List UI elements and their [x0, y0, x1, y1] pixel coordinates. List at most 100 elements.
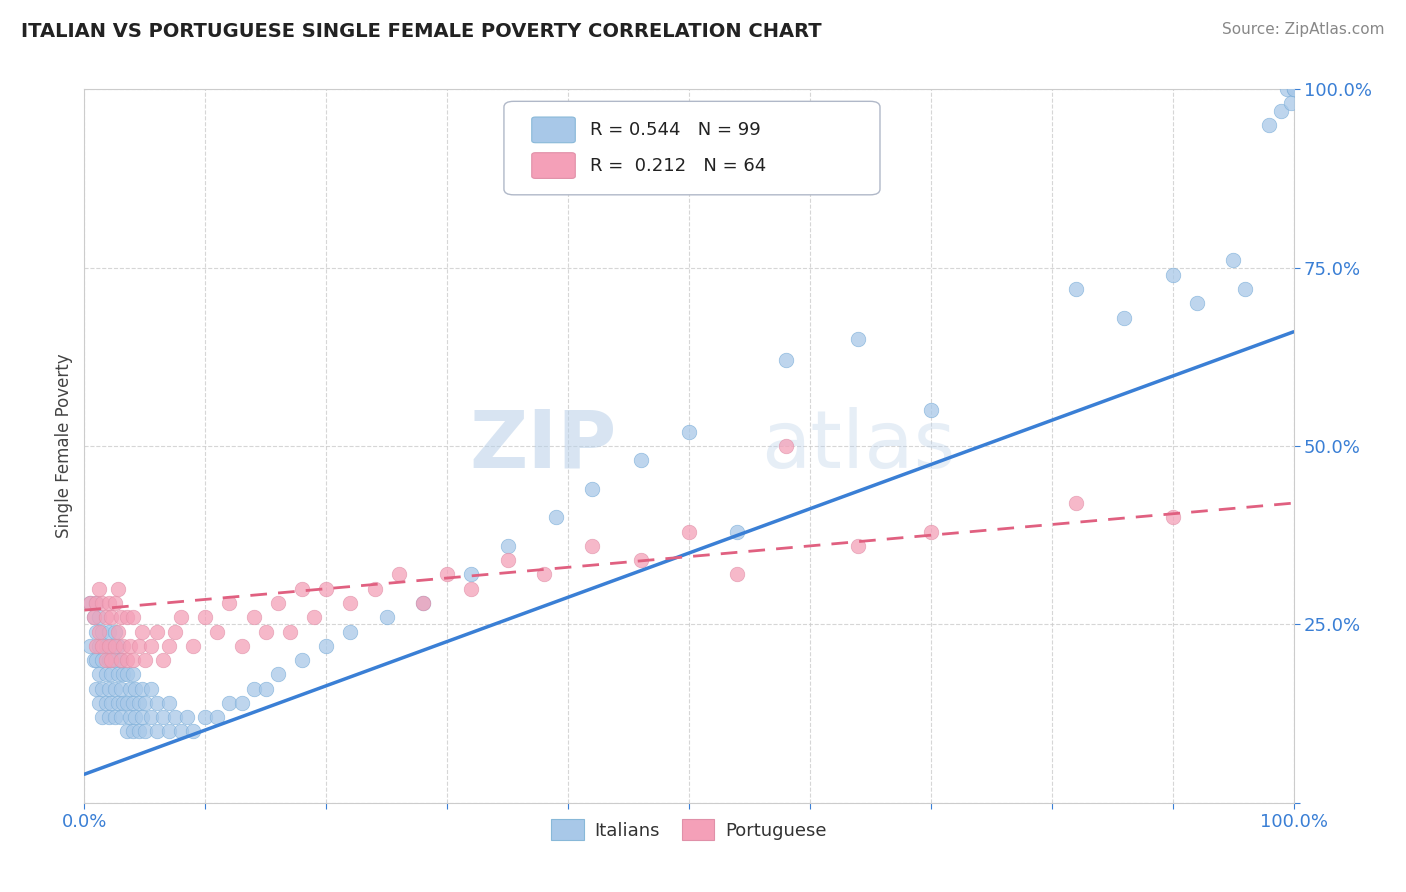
Point [91, 653, 114, 667]
Point [231, 696, 253, 710]
Point [104, 596, 127, 610]
Point [97, 710, 120, 724]
Point [194, 710, 217, 724]
Point [115, 610, 138, 624]
Point [630, 553, 652, 567]
Point [91, 681, 114, 696]
Point [87, 582, 110, 596]
Point [131, 710, 153, 724]
Point [107, 582, 129, 596]
Text: ITALIAN VS PORTUGUESE SINGLE FEMALE POVERTY CORRELATION CHART: ITALIAN VS PORTUGUESE SINGLE FEMALE POVE… [21, 22, 821, 41]
Point [846, 539, 869, 553]
Point [1234, 282, 1257, 296]
Point [120, 710, 142, 724]
Point [91, 639, 114, 653]
Point [120, 639, 142, 653]
Point [86, 639, 108, 653]
Point [115, 696, 138, 710]
Point [87, 624, 110, 639]
Point [134, 653, 156, 667]
Point [846, 332, 869, 346]
Point [1258, 118, 1281, 132]
Point [157, 696, 180, 710]
Point [107, 696, 129, 710]
Point [412, 596, 434, 610]
Point [115, 724, 138, 739]
Point [100, 696, 122, 710]
Point [291, 653, 314, 667]
Point [104, 653, 127, 667]
Point [1161, 510, 1184, 524]
Point [124, 681, 146, 696]
Point [115, 653, 138, 667]
Point [110, 653, 132, 667]
Point [388, 567, 411, 582]
Point [100, 667, 122, 681]
FancyBboxPatch shape [531, 117, 575, 143]
Point [83, 610, 105, 624]
Point [725, 524, 748, 539]
Point [1185, 296, 1208, 310]
Point [86, 596, 108, 610]
Point [131, 681, 153, 696]
Point [363, 582, 385, 596]
Point [86, 596, 108, 610]
Point [920, 524, 942, 539]
Point [581, 482, 603, 496]
Point [87, 610, 110, 624]
Point [128, 696, 150, 710]
Point [97, 639, 120, 653]
Point [94, 610, 117, 624]
Point [165, 710, 187, 724]
Point [104, 710, 127, 724]
Point [170, 610, 193, 624]
Point [1282, 82, 1305, 96]
Point [1270, 103, 1292, 118]
Point [120, 681, 142, 696]
Point [124, 710, 146, 724]
Point [83, 610, 105, 624]
Point [104, 681, 127, 696]
Point [267, 596, 290, 610]
Point [775, 439, 797, 453]
FancyBboxPatch shape [531, 153, 575, 178]
Point [1222, 253, 1244, 268]
Point [302, 610, 325, 624]
FancyBboxPatch shape [503, 102, 880, 194]
Point [146, 696, 169, 710]
Point [775, 353, 797, 368]
Point [725, 567, 748, 582]
Point [128, 724, 150, 739]
Point [97, 596, 120, 610]
Point [87, 696, 110, 710]
Point [110, 710, 132, 724]
Point [139, 710, 162, 724]
Point [176, 710, 198, 724]
Point [1161, 268, 1184, 282]
Point [100, 653, 122, 667]
Point [207, 710, 229, 724]
Point [678, 425, 700, 439]
Point [121, 610, 143, 624]
Text: ZIP: ZIP [470, 407, 616, 485]
Point [1282, 82, 1305, 96]
Point [218, 596, 240, 610]
Point [86, 653, 108, 667]
Point [115, 667, 138, 681]
Point [581, 539, 603, 553]
Point [678, 524, 700, 539]
Point [91, 624, 114, 639]
Point [242, 681, 264, 696]
Point [86, 681, 108, 696]
Point [121, 696, 143, 710]
Point [254, 681, 277, 696]
Point [496, 539, 519, 553]
Point [242, 610, 264, 624]
Point [207, 624, 229, 639]
Point [1064, 496, 1087, 510]
Point [83, 653, 105, 667]
Point [339, 624, 361, 639]
Point [544, 510, 567, 524]
Point [146, 724, 169, 739]
Point [315, 639, 337, 653]
